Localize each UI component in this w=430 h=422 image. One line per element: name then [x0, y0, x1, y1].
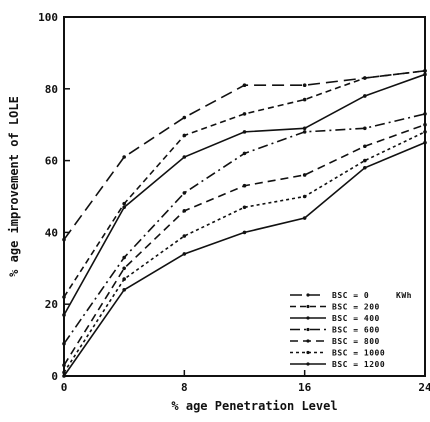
- data-point: [182, 191, 187, 195]
- y-axis-label: % age improvement of LOLE: [7, 96, 21, 277]
- data-point: [182, 234, 187, 238]
- data-point: [122, 155, 126, 159]
- data-point: [182, 252, 187, 256]
- legend-marker: [306, 304, 310, 309]
- ticks: 0 20 40 60 80 100 0 8 16 24: [38, 11, 430, 394]
- legend-label: BSC = 200: [332, 303, 380, 312]
- series-line: [63, 73, 426, 316]
- data-point: [62, 313, 66, 317]
- data-point: [242, 205, 247, 210]
- legend-label: BSC = 1200: [332, 360, 385, 369]
- x-tick-label: 0: [61, 381, 68, 394]
- data-point: [182, 133, 187, 138]
- legend-marker: [306, 293, 310, 297]
- y-tick-label: 100: [38, 11, 58, 24]
- legend-label: BSC = 800: [332, 337, 380, 346]
- data-point: [122, 266, 126, 271]
- data-point: [302, 83, 307, 88]
- data-point: [62, 295, 66, 299]
- data-point: [363, 165, 367, 170]
- data-point: [122, 288, 126, 292]
- data-point: [62, 341, 66, 346]
- x-tick-label: 24: [418, 381, 430, 394]
- y-tick-label: 20: [45, 298, 58, 311]
- data-point: [122, 205, 126, 210]
- data-point: [182, 115, 187, 120]
- data-point: [122, 255, 126, 260]
- legend-marker: [306, 362, 310, 366]
- data-point: [363, 126, 367, 131]
- data-point: [302, 216, 307, 220]
- data-point: [62, 374, 66, 378]
- data-point: [242, 230, 247, 235]
- data-point: [302, 194, 307, 199]
- axes: [63, 16, 426, 377]
- legend-marker: [306, 327, 310, 332]
- data-point: [302, 173, 307, 177]
- data-point: [62, 237, 66, 242]
- data-point: [423, 69, 427, 73]
- y-tick-label: 0: [51, 370, 58, 383]
- data-point: [62, 370, 66, 375]
- x-tick-label: 16: [298, 381, 312, 394]
- y-tick-label: 80: [45, 83, 58, 96]
- data-point: [242, 183, 247, 188]
- legend-marker: [306, 350, 310, 355]
- data-point: [242, 83, 247, 88]
- legend-label: BSC = 600: [332, 326, 380, 335]
- data-point: [302, 97, 307, 102]
- x-tick-label: 8: [181, 381, 188, 394]
- data-point: [242, 112, 247, 116]
- data-point: [62, 363, 66, 368]
- data-point: [363, 144, 367, 149]
- data-point: [363, 76, 367, 80]
- data-point: [122, 277, 126, 281]
- plot-frame: [63, 16, 426, 377]
- legend-label: BSC = 400: [332, 314, 380, 323]
- data-point: [182, 209, 187, 213]
- data-point: [242, 151, 247, 156]
- legend: BSC = 0 BSC = 200 BSC = 400 BSC = 600 BSC = …: [290, 291, 412, 369]
- legend-label: BSC = 1000: [332, 349, 385, 358]
- y-tick-label: 40: [45, 226, 58, 239]
- data-point: [363, 158, 367, 163]
- data-point: [302, 126, 307, 131]
- data-point: [182, 155, 187, 159]
- data-point: [423, 130, 427, 134]
- data-point: [122, 201, 126, 206]
- series-lines: [62, 69, 427, 378]
- legend-label: BSC = 0: [332, 291, 369, 300]
- data-point: [423, 140, 427, 145]
- x-axis-label: % age Penetration Level: [171, 399, 337, 413]
- y-tick-label: 60: [45, 155, 58, 168]
- legend-marker: [306, 339, 310, 343]
- data-point: [423, 72, 427, 77]
- data-point: [423, 122, 427, 127]
- data-point: [363, 94, 367, 98]
- legend-unit: KWh: [396, 291, 412, 300]
- data-point: [423, 112, 427, 116]
- legend-marker: [306, 316, 310, 320]
- data-point: [242, 130, 247, 134]
- data-point: [302, 130, 307, 134]
